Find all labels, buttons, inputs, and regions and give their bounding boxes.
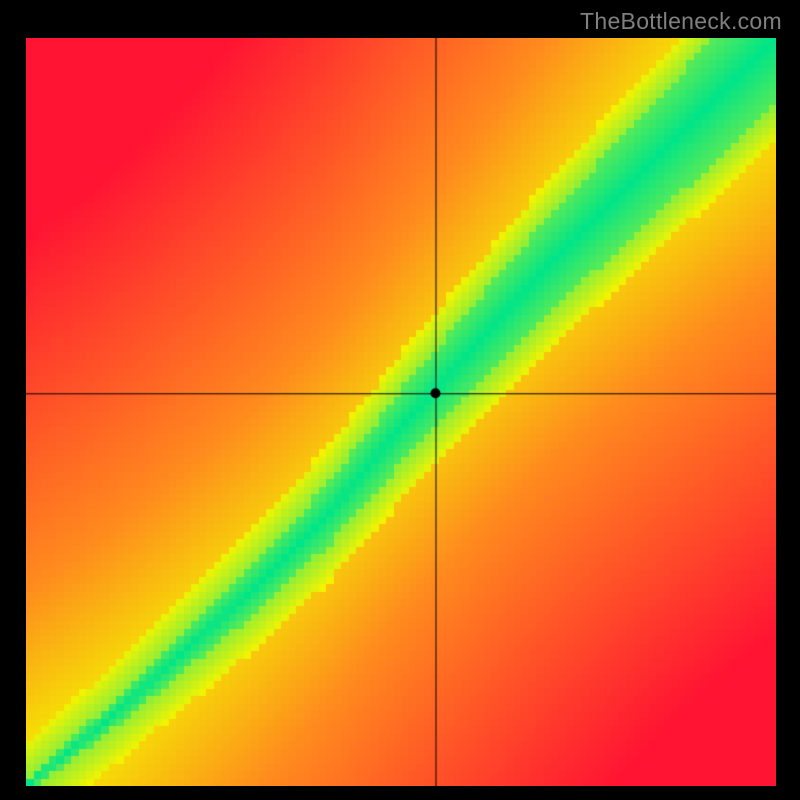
heatmap-canvas [26, 38, 776, 786]
watermark-text: TheBottleneck.com [580, 8, 782, 35]
chart-container: TheBottleneck.com [0, 0, 800, 800]
